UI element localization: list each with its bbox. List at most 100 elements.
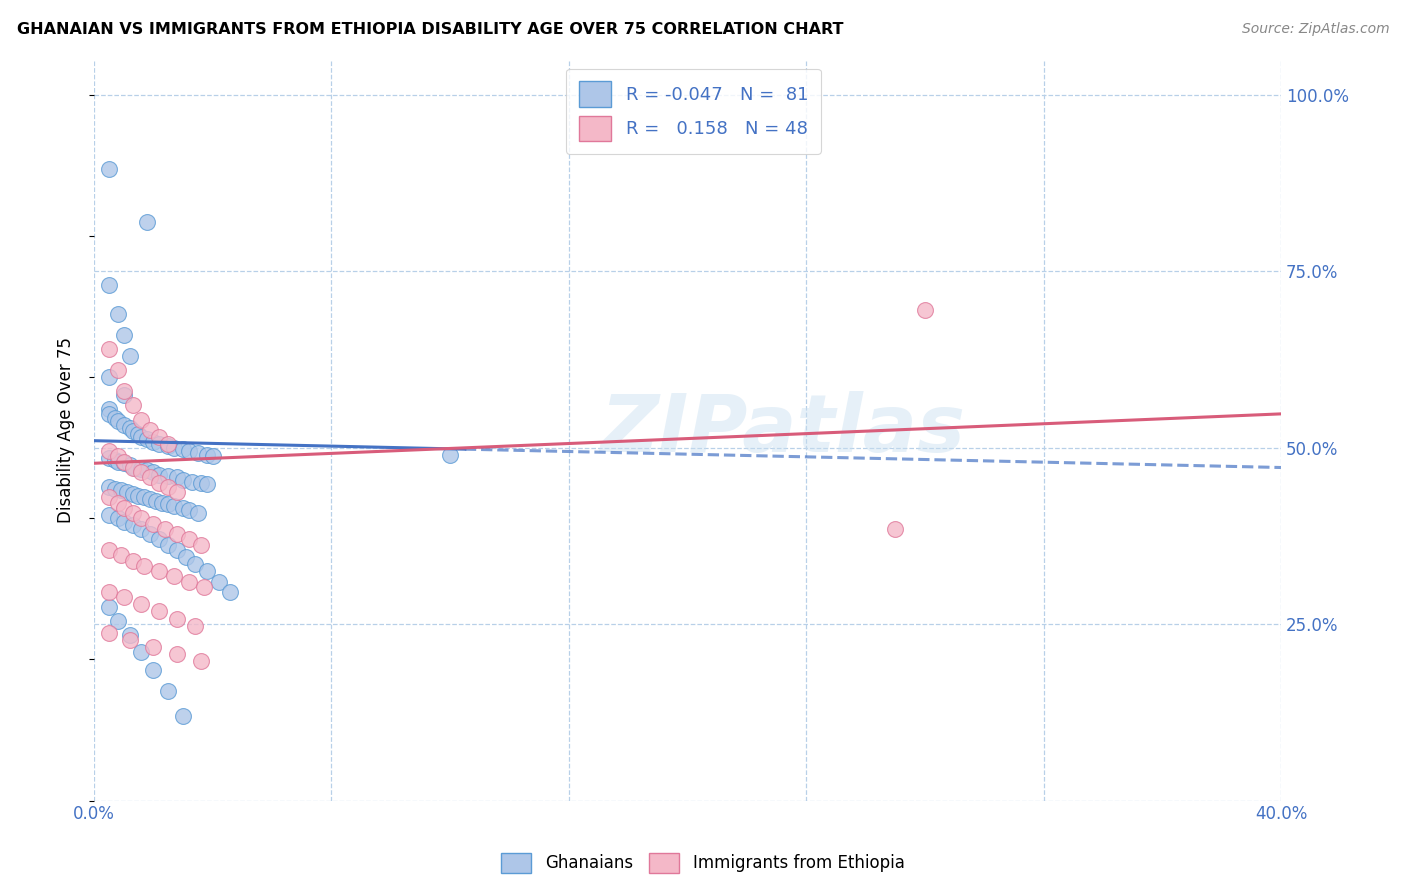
Point	[148, 605, 170, 619]
Point	[157, 538, 180, 552]
Point	[163, 569, 186, 583]
Point	[142, 466, 165, 480]
Point	[107, 414, 129, 428]
Point	[131, 511, 153, 525]
Point	[177, 444, 200, 458]
Point	[884, 522, 907, 536]
Point	[166, 611, 188, 625]
Point	[148, 467, 170, 482]
Point	[97, 401, 120, 416]
Point	[97, 508, 120, 522]
Point	[163, 441, 186, 455]
Point	[184, 558, 207, 572]
Point	[207, 574, 229, 589]
Text: ZIPatlas: ZIPatlas	[600, 391, 965, 469]
Point	[148, 533, 170, 547]
Point	[112, 327, 135, 342]
Point	[195, 564, 218, 578]
Point	[157, 469, 180, 483]
Point	[97, 407, 120, 421]
Point	[142, 516, 165, 531]
Point	[112, 456, 135, 470]
Point	[131, 645, 153, 659]
Point	[166, 543, 188, 558]
Point	[139, 491, 162, 506]
Point	[118, 458, 141, 473]
Point	[97, 585, 120, 599]
Point	[97, 490, 120, 504]
Point	[184, 618, 207, 632]
Point	[118, 632, 141, 647]
Point	[118, 349, 141, 363]
Point	[142, 640, 165, 654]
Text: GHANAIAN VS IMMIGRANTS FROM ETHIOPIA DISABILITY AGE OVER 75 CORRELATION CHART: GHANAIAN VS IMMIGRANTS FROM ETHIOPIA DIS…	[17, 22, 844, 37]
Point	[131, 412, 153, 426]
Point	[121, 518, 143, 533]
Point	[201, 449, 224, 463]
Point	[107, 449, 129, 463]
Point	[110, 483, 132, 497]
Point	[124, 460, 146, 475]
Point	[127, 426, 149, 441]
Point	[107, 363, 129, 377]
Point	[107, 307, 129, 321]
Point	[107, 614, 129, 628]
Point	[172, 500, 194, 515]
Point	[172, 473, 194, 487]
Point	[139, 470, 162, 484]
Point	[134, 559, 156, 574]
Point	[121, 460, 143, 475]
Y-axis label: Disability Age Over 75: Disability Age Over 75	[58, 337, 75, 523]
Point	[134, 490, 156, 504]
Point	[121, 486, 143, 500]
Point	[131, 598, 153, 612]
Legend: R = -0.047   N =  81, R =   0.158   N = 48: R = -0.047 N = 81, R = 0.158 N = 48	[567, 69, 821, 154]
Point	[97, 543, 120, 558]
Point	[166, 484, 188, 499]
Point	[190, 538, 212, 552]
Point	[107, 511, 129, 525]
Point	[112, 500, 135, 515]
Point	[157, 439, 180, 453]
Point	[190, 654, 212, 668]
Point	[148, 476, 170, 491]
Point	[172, 442, 194, 457]
Point	[136, 463, 159, 477]
Point	[97, 479, 120, 493]
Point	[914, 303, 936, 318]
Point	[142, 663, 165, 677]
Point	[142, 435, 165, 450]
Point	[112, 591, 135, 605]
Point	[112, 388, 135, 402]
Point	[118, 421, 141, 435]
Point	[153, 522, 176, 536]
Point	[139, 423, 162, 437]
Point	[97, 599, 120, 614]
Point	[177, 533, 200, 547]
Point	[166, 526, 188, 541]
Point	[439, 448, 461, 462]
Point	[187, 446, 209, 460]
Point	[157, 437, 180, 451]
Point	[104, 453, 127, 467]
Point	[193, 581, 215, 595]
Point	[115, 484, 138, 499]
Point	[172, 709, 194, 723]
Point	[145, 493, 167, 508]
Point	[127, 489, 149, 503]
Point	[219, 585, 242, 599]
Point	[148, 564, 170, 578]
Point	[118, 628, 141, 642]
Point	[112, 515, 135, 529]
Point	[107, 455, 129, 469]
Point	[148, 430, 170, 444]
Point	[157, 479, 180, 493]
Point	[136, 432, 159, 446]
Point	[121, 506, 143, 520]
Point	[112, 418, 135, 433]
Point	[131, 522, 153, 536]
Point	[121, 424, 143, 438]
Point	[97, 444, 120, 458]
Point	[97, 278, 120, 293]
Point	[112, 384, 135, 399]
